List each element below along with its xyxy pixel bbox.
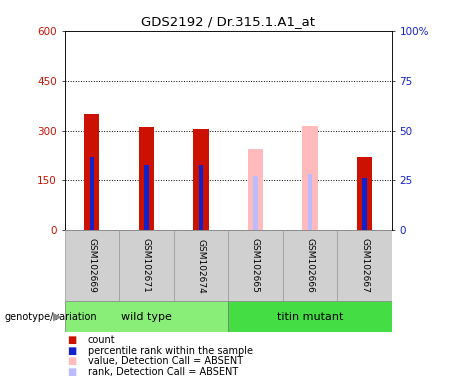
Text: GSM102667: GSM102667 bbox=[360, 238, 369, 293]
Bar bbox=[65, 230, 119, 301]
Bar bbox=[65, 301, 228, 332]
Text: wild type: wild type bbox=[121, 312, 172, 322]
Bar bbox=[89, 157, 94, 230]
Text: ■: ■ bbox=[67, 356, 76, 366]
Bar bbox=[302, 126, 318, 230]
Bar bbox=[308, 174, 312, 230]
Text: GSM102666: GSM102666 bbox=[306, 238, 314, 293]
Text: GSM102674: GSM102674 bbox=[196, 238, 206, 293]
Text: ■: ■ bbox=[67, 335, 76, 345]
Bar bbox=[228, 301, 392, 332]
Bar bbox=[337, 230, 392, 301]
Text: titin mutant: titin mutant bbox=[277, 312, 343, 322]
Bar bbox=[362, 179, 367, 230]
Text: rank, Detection Call = ABSENT: rank, Detection Call = ABSENT bbox=[88, 367, 238, 377]
Text: ■: ■ bbox=[67, 346, 76, 356]
Text: value, Detection Call = ABSENT: value, Detection Call = ABSENT bbox=[88, 356, 242, 366]
Bar bbox=[174, 230, 228, 301]
Bar bbox=[144, 164, 148, 230]
Text: ■: ■ bbox=[67, 367, 76, 377]
Bar bbox=[119, 230, 174, 301]
Text: percentile rank within the sample: percentile rank within the sample bbox=[88, 346, 253, 356]
Text: GSM102671: GSM102671 bbox=[142, 238, 151, 293]
Bar bbox=[84, 114, 100, 230]
Bar bbox=[228, 230, 283, 301]
Bar bbox=[199, 164, 203, 230]
Bar bbox=[139, 127, 154, 230]
Text: GSM102669: GSM102669 bbox=[87, 238, 96, 293]
Text: ▶: ▶ bbox=[53, 312, 62, 322]
Bar bbox=[253, 177, 258, 230]
Text: genotype/variation: genotype/variation bbox=[5, 312, 97, 322]
Bar bbox=[193, 129, 208, 230]
Bar bbox=[248, 149, 263, 230]
Text: count: count bbox=[88, 335, 115, 345]
Title: GDS2192 / Dr.315.1.A1_at: GDS2192 / Dr.315.1.A1_at bbox=[141, 15, 315, 28]
Bar bbox=[357, 157, 372, 230]
Text: GSM102665: GSM102665 bbox=[251, 238, 260, 293]
Bar bbox=[283, 230, 337, 301]
